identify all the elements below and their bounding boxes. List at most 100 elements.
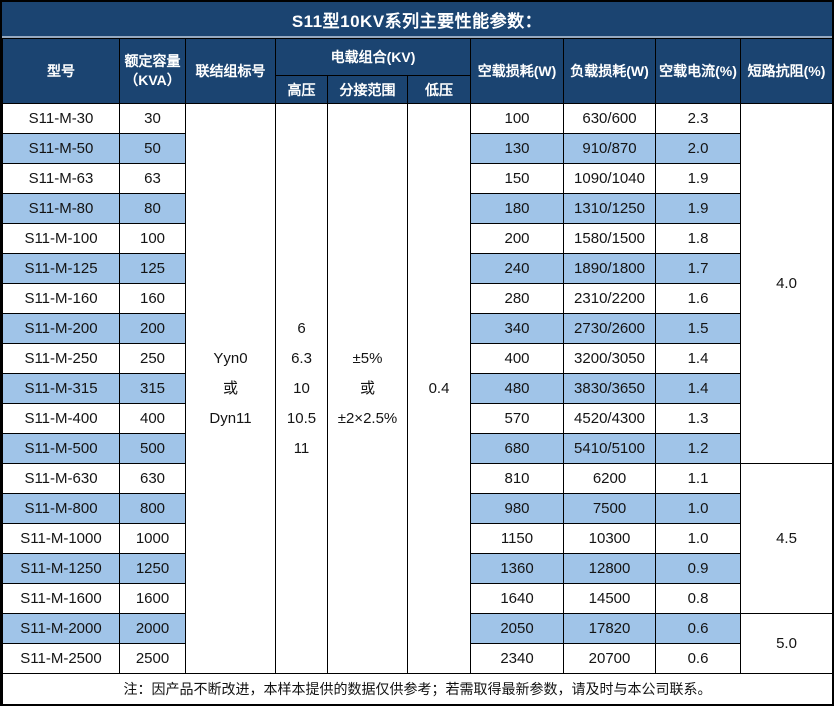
page-title: S11型10KV系列主要性能参数：: [2, 2, 832, 38]
no-load-current-cell: 1.6: [655, 283, 741, 314]
capacity-cell: 315: [119, 373, 186, 404]
load-loss-cell: 14500: [563, 583, 656, 614]
capacity-cell: 200: [119, 313, 186, 344]
no-load-loss-cell: 280: [470, 283, 564, 314]
load-loss-cell: 20700: [563, 643, 656, 674]
table-row: S11-M-63 63 150 1090/1040 1.9: [2, 163, 833, 194]
no-load-current-cell: 1.4: [655, 343, 741, 374]
model-cell: S11-M-125: [2, 253, 120, 284]
capacity-cell: 250: [119, 343, 186, 374]
no-load-current-cell: 0.9: [655, 553, 741, 584]
no-load-loss-cell: 1640: [470, 583, 564, 614]
no-load-current-cell: 0.6: [655, 643, 741, 674]
no-load-loss-cell: 100: [470, 103, 564, 134]
no-load-current-cell: 1.2: [655, 433, 741, 464]
load-loss-cell: 12800: [563, 553, 656, 584]
model-cell: S11-M-200: [2, 313, 120, 344]
no-load-loss-cell: 1360: [470, 553, 564, 584]
no-load-loss-cell: 680: [470, 433, 564, 464]
no-load-current-cell: 1.0: [655, 493, 741, 524]
no-load-current-cell: 1.9: [655, 193, 741, 224]
col-header-capacity-line1: 额定容量: [124, 53, 181, 69]
no-load-loss-cell: 480: [470, 373, 564, 404]
col-header-no-load-loss: 空载损耗(W): [470, 38, 564, 104]
table-row: S11-M-400 400 570 4520/4300 1.3: [2, 403, 833, 434]
table-row: S11-M-250 250 400 3200/3050 1.4: [2, 343, 833, 374]
col-header-no-load-current: 空载电流(%): [655, 38, 741, 104]
model-cell: S11-M-30: [2, 103, 120, 134]
no-load-loss-cell: 570: [470, 403, 564, 434]
model-cell: S11-M-63: [2, 163, 120, 194]
model-cell: S11-M-160: [2, 283, 120, 314]
load-loss-cell: 10300: [563, 523, 656, 554]
no-load-loss-cell: 340: [470, 313, 564, 344]
load-loss-cell: 1310/1250: [563, 193, 656, 224]
no-load-loss-cell: 200: [470, 223, 564, 254]
table-row: S11-M-1000 1000 1150 10300 1.0: [2, 523, 833, 554]
model-cell: S11-M-1000: [2, 523, 120, 554]
model-cell: S11-M-2000: [2, 613, 120, 644]
model-cell: S11-M-1250: [2, 553, 120, 584]
no-load-current-cell: 2.3: [655, 103, 741, 134]
col-header-capacity: 额定容量 （KVA）: [119, 38, 186, 104]
impedance-merged-cell: 4.0: [740, 103, 832, 464]
capacity-cell: 500: [119, 433, 186, 464]
load-loss-cell: 5410/5100: [563, 433, 656, 464]
no-load-current-cell: 1.7: [655, 253, 741, 284]
col-header-connection: 联结组标号: [185, 38, 276, 104]
no-load-loss-cell: 980: [470, 493, 564, 524]
load-loss-cell: 3200/3050: [563, 343, 656, 374]
no-load-loss-cell: 240: [470, 253, 564, 284]
no-load-current-cell: 1.3: [655, 403, 741, 434]
capacity-cell: 30: [119, 103, 186, 134]
impedance-merged-cell: 5.0: [740, 613, 832, 674]
impedance-merged-cell: 4.5: [740, 463, 832, 614]
no-load-loss-cell: 180: [470, 193, 564, 224]
connection-merged-cell: Yyn0 或 Dyn11: [185, 103, 276, 674]
capacity-cell: 1250: [119, 553, 186, 584]
model-cell: S11-M-100: [2, 223, 120, 254]
capacity-cell: 630: [119, 463, 186, 494]
model-cell: S11-M-630: [2, 463, 120, 494]
capacity-cell: 63: [119, 163, 186, 194]
model-cell: S11-M-800: [2, 493, 120, 524]
no-load-current-cell: 1.5: [655, 313, 741, 344]
capacity-cell: 100: [119, 223, 186, 254]
table-body: S11-M-30 30 Yyn0 或 Dyn11 6 6.3 10 10.5 11 ±5…: [2, 103, 833, 704]
load-loss-cell: 17820: [563, 613, 656, 644]
table-row: S11-M-800 800 980 7500 1.0: [2, 493, 832, 524]
col-header-capacity-line2: （KVA）: [124, 72, 181, 88]
capacity-cell: 800: [119, 493, 186, 524]
no-load-loss-cell: 130: [470, 133, 564, 164]
col-header-lv: 低压: [407, 75, 471, 104]
col-header-tap-range: 分接范围: [327, 75, 408, 104]
model-cell: S11-M-80: [2, 193, 120, 224]
model-cell: S11-M-500: [2, 433, 120, 464]
col-header-model: 型号: [2, 38, 120, 104]
load-loss-cell: 1580/1500: [563, 223, 656, 254]
table-row: S11-M-30 30 Yyn0 或 Dyn11 6 6.3 10 10.5 11 ±5…: [2, 103, 832, 674]
no-load-loss-cell: 2340: [470, 643, 564, 674]
load-loss-cell: 1890/1800: [563, 253, 656, 284]
load-loss-cell: 2730/2600: [563, 313, 656, 344]
col-header-load-loss: 负载损耗(W): [563, 38, 656, 104]
no-load-current-cell: 1.9: [655, 163, 741, 194]
spec-table: 型号 额定容量 （KVA） 联结组标号 电载组合(KV) 空载损耗(W) 负载损…: [2, 38, 833, 704]
load-loss-cell: 2310/2200: [563, 283, 656, 314]
load-loss-cell: 910/870: [563, 133, 656, 164]
no-load-loss-cell: 150: [470, 163, 564, 194]
model-cell: S11-M-315: [2, 373, 120, 404]
no-load-current-cell: 0.6: [655, 613, 741, 644]
capacity-cell: 80: [119, 193, 186, 224]
no-load-current-cell: 1.8: [655, 223, 741, 254]
capacity-cell: 1000: [119, 523, 186, 554]
no-load-current-cell: 2.0: [655, 133, 741, 164]
capacity-cell: 160: [119, 283, 186, 314]
capacity-cell: 400: [119, 403, 186, 434]
hv-merged-cell: 6 6.3 10 10.5 11: [275, 103, 328, 674]
col-header-hv: 高压: [275, 75, 328, 104]
model-cell: S11-M-400: [2, 403, 120, 434]
load-loss-cell: 630/600: [563, 103, 656, 134]
load-loss-cell: 6200: [563, 463, 656, 494]
